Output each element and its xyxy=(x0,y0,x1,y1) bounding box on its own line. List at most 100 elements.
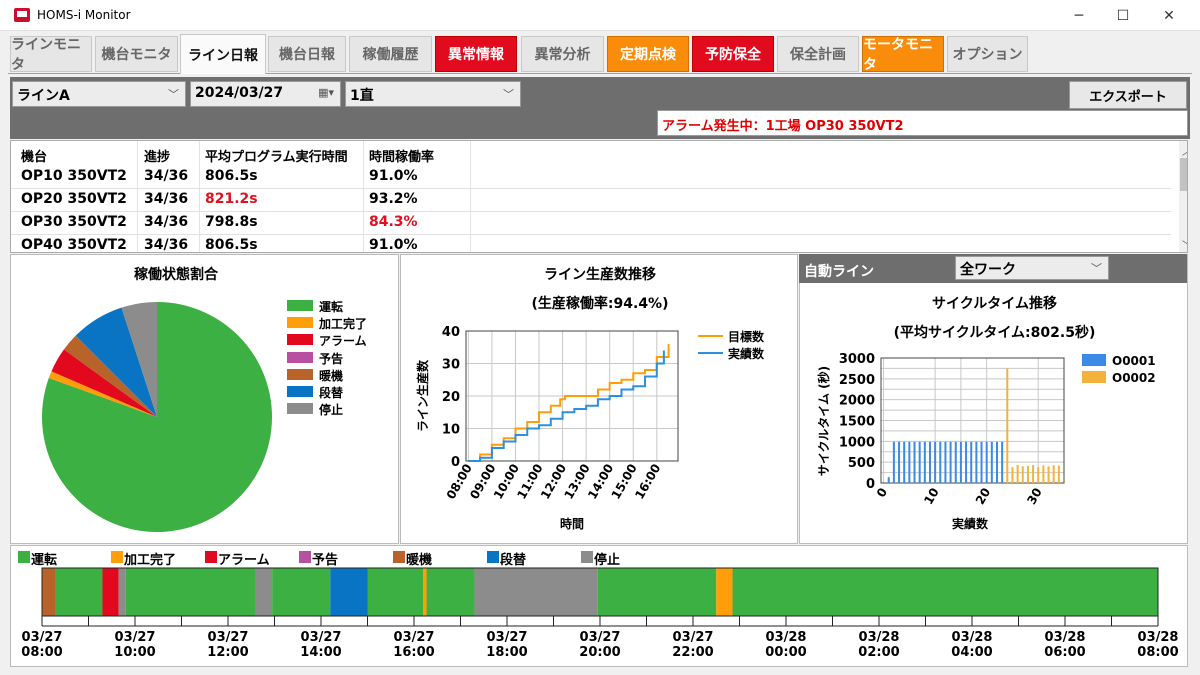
y-tick-label: 0 xyxy=(451,455,460,470)
scroll-up-icon[interactable]: ︿ xyxy=(1182,143,1187,158)
tab-5[interactable]: 異常情報 xyxy=(435,36,517,72)
column-header-machine[interactable]: 機台 xyxy=(21,150,48,165)
chevron-down-icon: ﹀ xyxy=(503,88,514,101)
bar xyxy=(887,477,890,483)
tab-4[interactable]: 稼働履歴 xyxy=(349,36,432,72)
table-cell[interactable]: 821.2s xyxy=(205,191,258,207)
shift-select[interactable]: 1直 ﹀ xyxy=(345,81,521,107)
timeline-segment xyxy=(367,568,424,616)
timeline-tick-label: 03/27 20:00 xyxy=(579,630,621,660)
maximize-button[interactable]: ☐ xyxy=(1116,7,1130,24)
bar xyxy=(965,441,968,483)
column-header-utilization[interactable]: 時間稼働率 xyxy=(369,150,435,165)
bar xyxy=(1047,466,1050,483)
column-header-progress[interactable]: 進捗 xyxy=(144,150,171,165)
tab-0[interactable]: ラインモニタ xyxy=(10,36,92,73)
table-cell[interactable]: 34/36 xyxy=(144,214,189,230)
pie-chart xyxy=(41,302,273,532)
legend-label: 段替 xyxy=(319,386,344,400)
bar xyxy=(1001,441,1004,483)
legend-label: 予告 xyxy=(319,351,344,366)
auto-line-label: 自動ライン xyxy=(804,264,874,280)
timeline-segment xyxy=(426,568,475,616)
timeline-legend-swatch xyxy=(18,551,30,563)
timeline-segment xyxy=(474,568,598,616)
bar-chart-title: サイクルタイム推移 xyxy=(931,296,1058,312)
minimize-button[interactable]: ─ xyxy=(1074,7,1084,24)
tab-6[interactable]: 異常分析 xyxy=(521,36,604,72)
table-cell[interactable]: OP20 350VT2 xyxy=(21,191,127,207)
production-line-chart: 01020304008:0009:0010:0011:0012:0013:001… xyxy=(415,325,765,531)
table-cell[interactable]: OP40 350VT2 xyxy=(21,237,127,253)
legend-label: 加工完了 xyxy=(319,317,368,332)
line-select[interactable]: ラインA ﹀ xyxy=(12,81,186,107)
table-cell[interactable]: 34/36 xyxy=(144,237,189,253)
tab-9[interactable]: 保全計画 xyxy=(777,36,859,72)
bar xyxy=(898,441,901,483)
scroll-down-icon[interactable]: ﹀ xyxy=(1182,237,1187,252)
table-cell[interactable]: OP30 350VT2 xyxy=(21,214,127,230)
export-button[interactable]: エクスポート xyxy=(1069,81,1187,109)
legend-swatch xyxy=(287,403,313,415)
series-line-0 xyxy=(468,344,670,462)
y-axis-label: サイクルタイム (秒) xyxy=(816,366,831,476)
timeline-legend-swatch xyxy=(205,551,217,563)
table-cell[interactable]: OP10 350VT2 xyxy=(21,168,127,184)
bar xyxy=(1006,368,1009,483)
timeline-segment xyxy=(597,568,717,616)
row-divider xyxy=(11,211,1171,212)
timeline-segment xyxy=(255,568,273,616)
bar xyxy=(954,441,957,483)
line-chart-subtitle: (生産稼働率:94.4%) xyxy=(531,296,669,312)
table-cell[interactable]: 34/36 xyxy=(144,191,189,207)
table-cell[interactable]: 91.0% xyxy=(369,237,418,253)
window-title: HOMS-i Monitor xyxy=(37,8,131,22)
timeline-tick-label: 03/27 12:00 xyxy=(207,630,249,660)
tab-1[interactable]: 機台モニタ xyxy=(95,36,178,72)
y-tick-label: 20 xyxy=(442,390,460,405)
timeline-segment xyxy=(716,568,733,616)
tab-2[interactable]: ライン日報 xyxy=(180,34,266,74)
vertical-scrollbar[interactable] xyxy=(1179,141,1187,252)
table-cell[interactable]: 798.8s xyxy=(205,214,258,230)
scrollbar-thumb[interactable] xyxy=(1180,158,1187,191)
y-tick-label: 1500 xyxy=(839,415,875,430)
table-cell[interactable]: 93.2% xyxy=(369,191,418,207)
close-button[interactable]: ✕ xyxy=(1163,7,1175,24)
table-cell[interactable]: 91.0% xyxy=(369,168,418,184)
bar xyxy=(923,441,926,483)
column-header-avg-program-time[interactable]: 平均プログラム実行時間 xyxy=(205,150,348,165)
date-picker[interactable]: 2024/03/27 ▦▾ xyxy=(190,81,341,107)
tab-7[interactable]: 定期点検 xyxy=(607,36,689,72)
timeline-tick-label: 03/27 14:00 xyxy=(300,630,342,660)
bar xyxy=(1042,465,1045,483)
status-ratio-panel: 稼働状態割合 運転 加工完了 アラーム 予告 暖機 段替 停止 xyxy=(10,254,399,544)
timeline-legend-label: 加工完了 xyxy=(124,553,177,568)
pie-chart-title: 稼働状態割合 xyxy=(134,267,218,283)
timeline-legend-label: 暖機 xyxy=(406,553,433,568)
timeline-segment xyxy=(423,568,427,616)
tab-11[interactable]: オプション xyxy=(947,36,1028,72)
tab-10[interactable]: モータモニタ xyxy=(862,36,944,73)
y-tick-label: 40 xyxy=(442,325,460,340)
bar xyxy=(959,441,962,483)
table-cell[interactable]: 34/36 xyxy=(144,168,189,184)
table-cell[interactable]: 806.5s xyxy=(205,168,258,184)
table-cell[interactable]: 806.5s xyxy=(205,237,258,253)
timeline-legend-swatch xyxy=(581,551,593,563)
bar xyxy=(1057,465,1060,483)
timeline-legend-label: 段替 xyxy=(500,553,527,568)
calendar-icon[interactable]: ▦▾ xyxy=(318,86,334,99)
legend-label: 実績数 xyxy=(728,346,765,361)
table-cell[interactable]: 84.3% xyxy=(369,214,418,230)
legend-label: 運転 xyxy=(319,300,344,314)
tab-8[interactable]: 予防保全 xyxy=(692,36,774,72)
timeline-legend-swatch xyxy=(299,551,311,563)
legend-swatch xyxy=(287,334,313,346)
work-select[interactable]: 全ワーク ﹀ xyxy=(955,256,1109,280)
bar xyxy=(990,441,993,483)
tab-3[interactable]: 機台日報 xyxy=(268,36,346,72)
legend-swatch xyxy=(287,368,313,380)
bar xyxy=(995,441,998,483)
